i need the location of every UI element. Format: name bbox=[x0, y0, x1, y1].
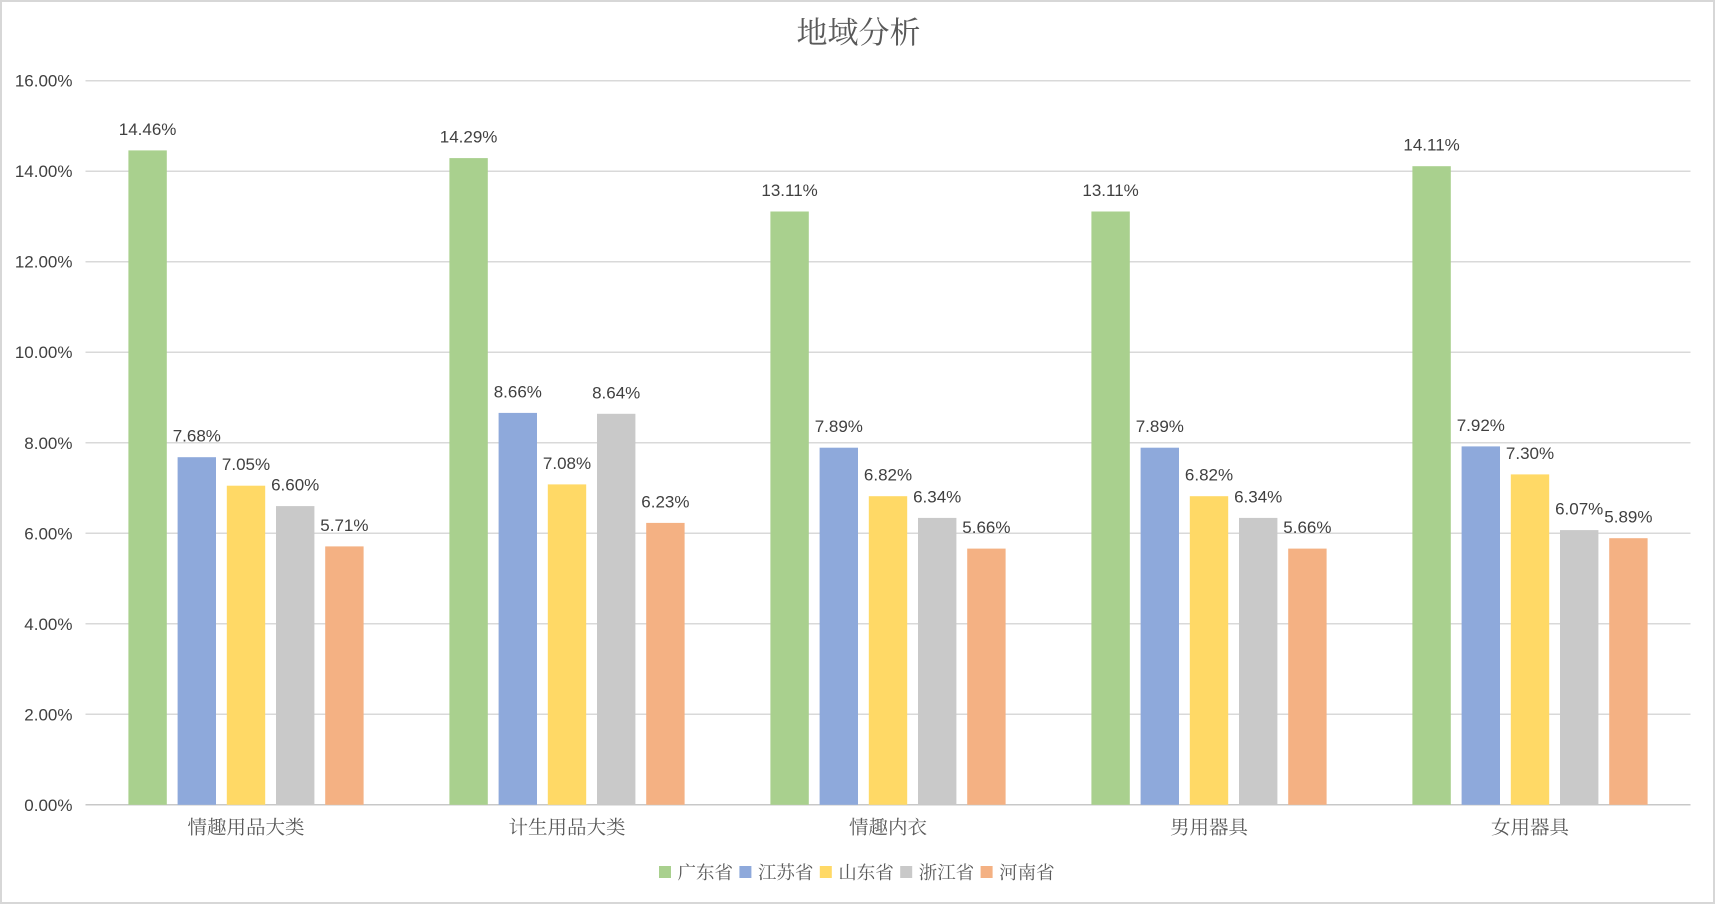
svg-text:16.00%: 16.00% bbox=[15, 72, 73, 91]
svg-text:12.00%: 12.00% bbox=[15, 253, 73, 272]
svg-text:6.07%: 6.07% bbox=[1555, 500, 1603, 519]
svg-text:5.66%: 5.66% bbox=[962, 518, 1010, 537]
svg-text:0.00%: 0.00% bbox=[24, 796, 72, 815]
svg-text:2.00%: 2.00% bbox=[24, 705, 72, 724]
svg-text:5.89%: 5.89% bbox=[1604, 508, 1652, 527]
svg-text:13.11%: 13.11% bbox=[1082, 181, 1138, 200]
svg-text:14.00%: 14.00% bbox=[15, 162, 73, 181]
svg-text:6.00%: 6.00% bbox=[24, 524, 72, 543]
svg-text:6.34%: 6.34% bbox=[1234, 487, 1282, 506]
svg-text:7.89%: 7.89% bbox=[1136, 417, 1184, 436]
svg-text:14.11%: 14.11% bbox=[1403, 136, 1459, 155]
svg-text:10.00%: 10.00% bbox=[15, 343, 73, 362]
svg-text:8.66%: 8.66% bbox=[494, 382, 542, 401]
svg-text:7.05%: 7.05% bbox=[222, 455, 270, 474]
svg-text:7.30%: 7.30% bbox=[1506, 444, 1554, 463]
svg-text:8.00%: 8.00% bbox=[24, 434, 72, 453]
svg-text:4.00%: 4.00% bbox=[24, 615, 72, 634]
svg-text:5.71%: 5.71% bbox=[320, 516, 368, 535]
svg-text:7.92%: 7.92% bbox=[1457, 416, 1505, 435]
svg-text:6.34%: 6.34% bbox=[913, 487, 961, 506]
svg-text:14.29%: 14.29% bbox=[440, 128, 498, 147]
svg-text:8.64%: 8.64% bbox=[592, 383, 640, 402]
svg-text:5.66%: 5.66% bbox=[1283, 518, 1331, 537]
svg-text:6.60%: 6.60% bbox=[271, 476, 319, 495]
svg-text:6.23%: 6.23% bbox=[641, 492, 689, 511]
svg-text:6.82%: 6.82% bbox=[864, 466, 912, 485]
svg-text:7.08%: 7.08% bbox=[543, 454, 591, 473]
svg-text:13.11%: 13.11% bbox=[761, 181, 817, 200]
svg-text:7.68%: 7.68% bbox=[173, 427, 221, 446]
svg-text:7.89%: 7.89% bbox=[815, 417, 863, 436]
svg-text:14.46%: 14.46% bbox=[119, 120, 177, 139]
svg-text:6.82%: 6.82% bbox=[1185, 466, 1233, 485]
